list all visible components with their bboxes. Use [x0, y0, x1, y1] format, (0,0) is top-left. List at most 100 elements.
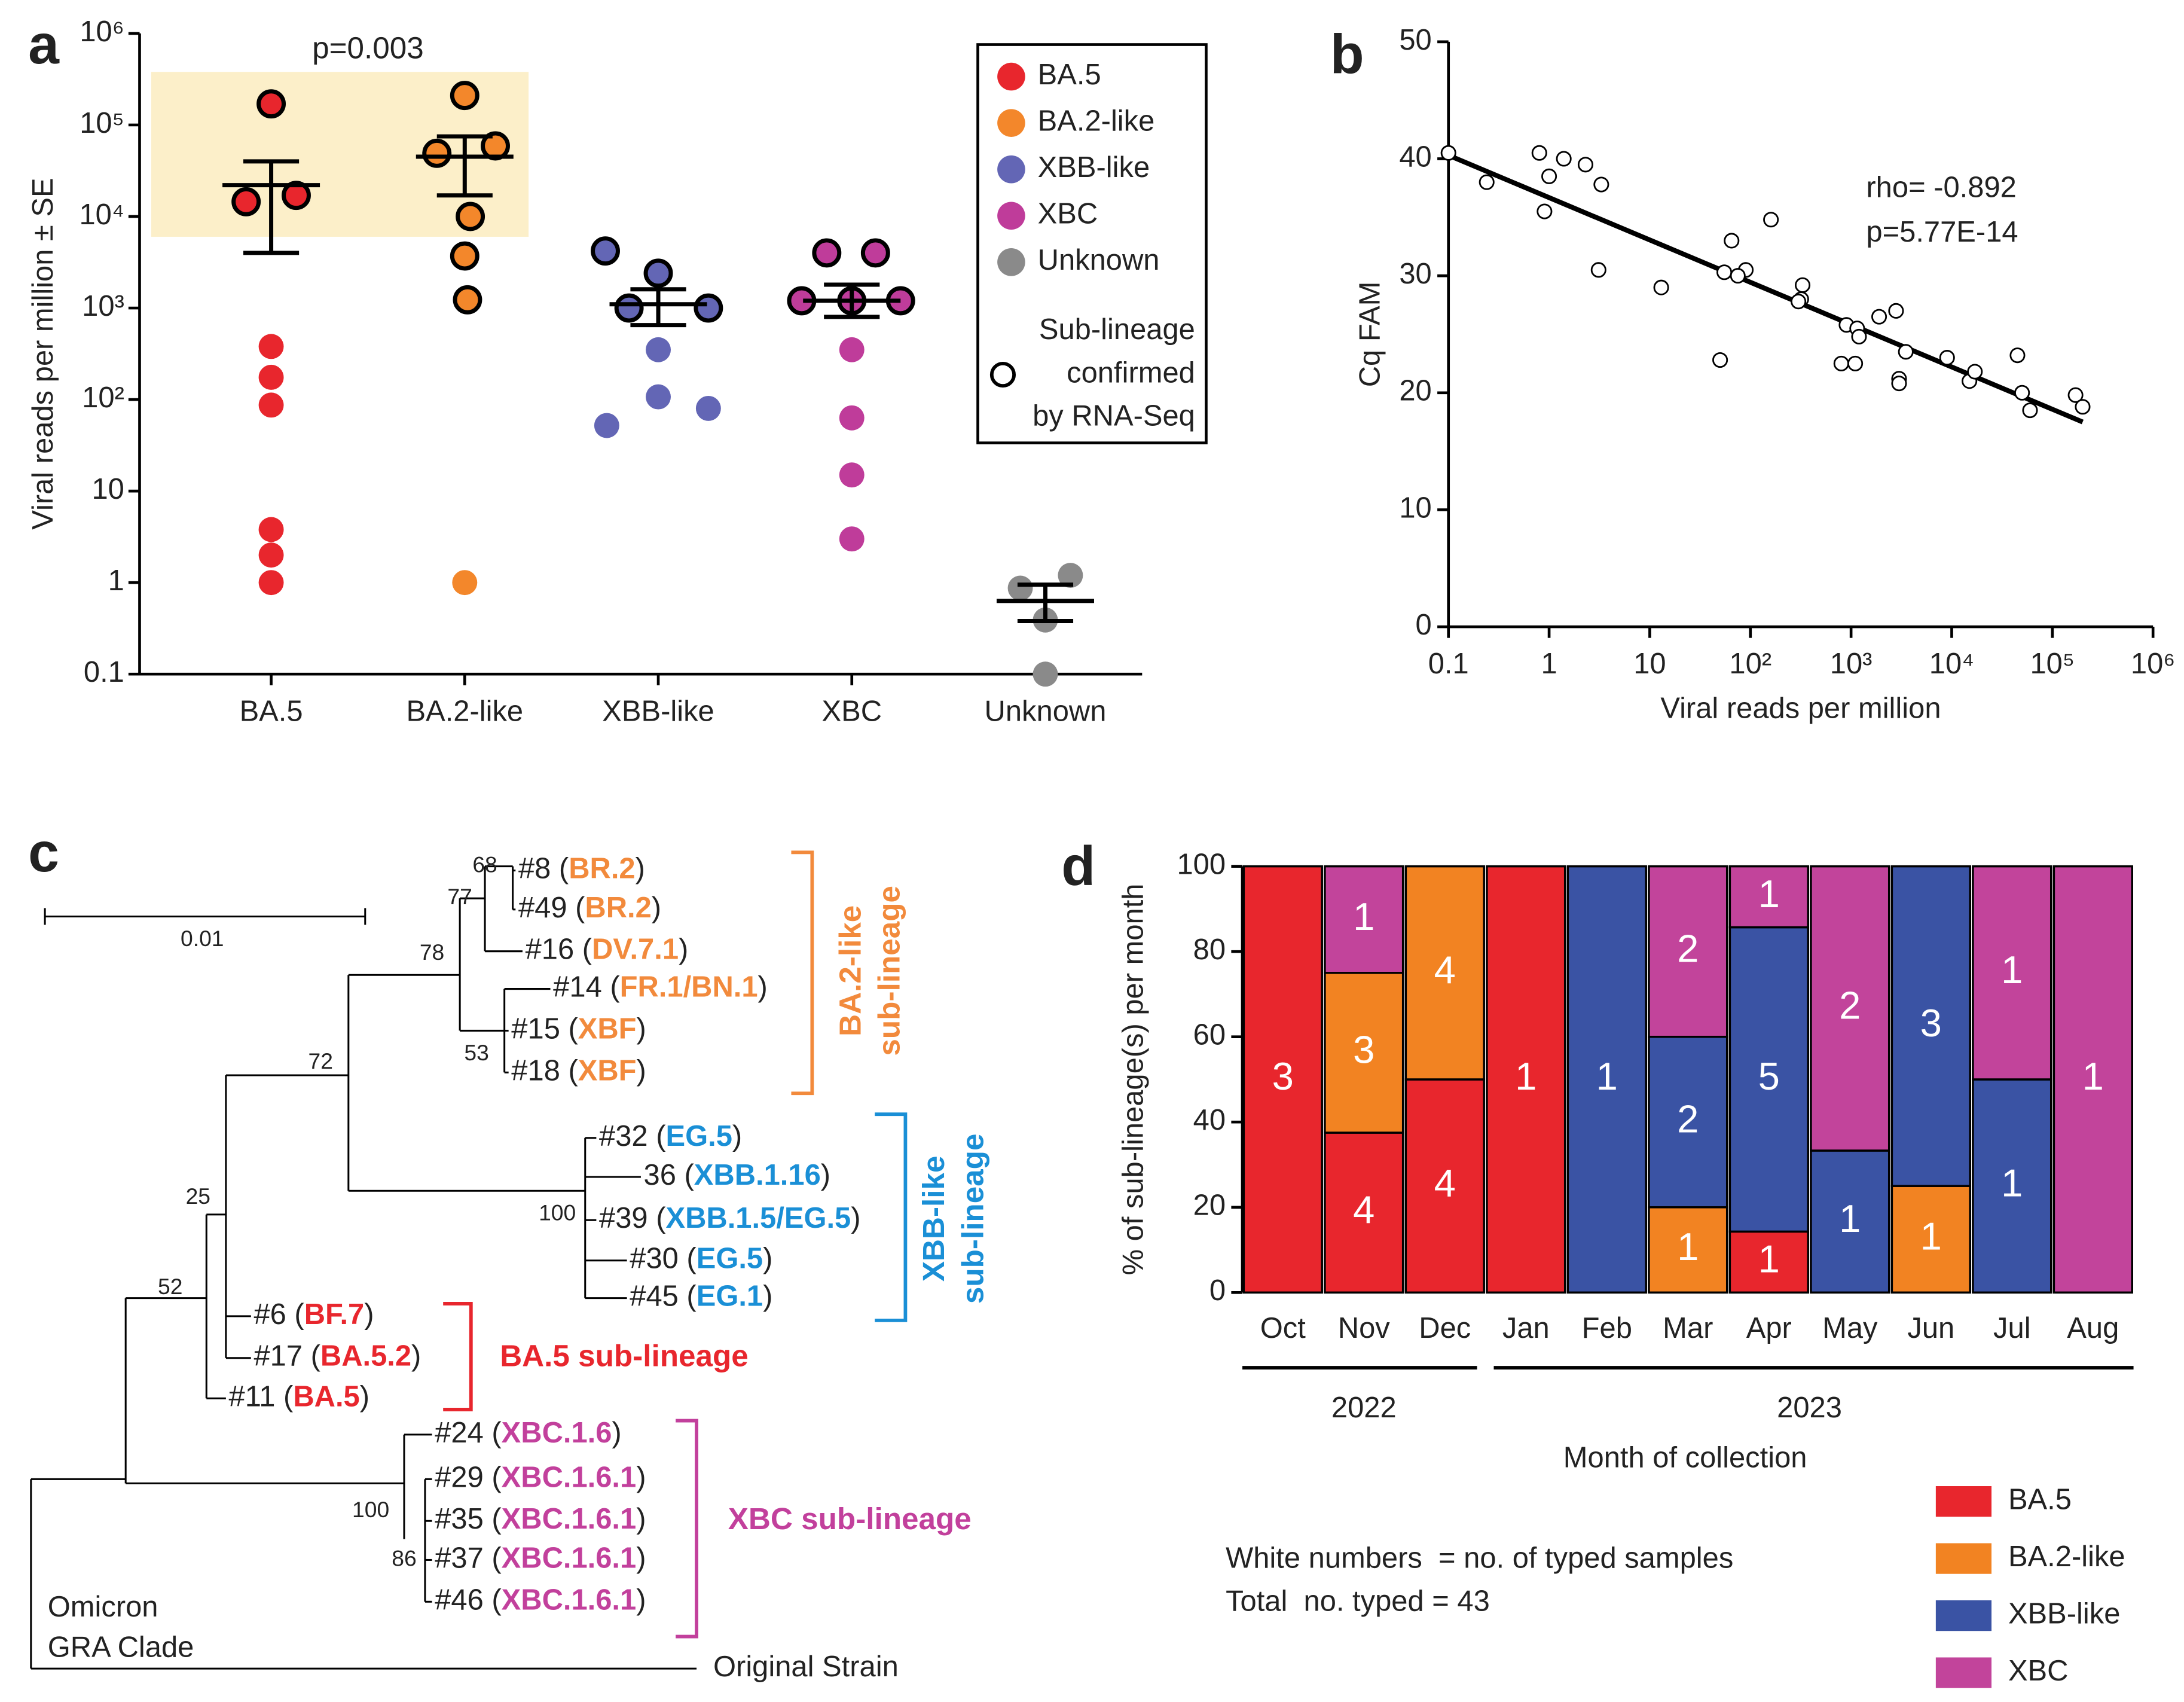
y-tick-label: 10³ [82, 290, 124, 322]
y-tick-label: 10⁴ [79, 199, 124, 231]
count-label: 4 [1434, 948, 1456, 992]
annotation: p=0.003 [312, 30, 424, 65]
clade-label: sub-lineage [955, 1134, 989, 1304]
legend-note: Sub-lineage [1039, 313, 1195, 346]
leaf-part: ) [763, 1243, 772, 1275]
legend-swatch [997, 248, 1025, 276]
legend-open-marker [989, 361, 1016, 388]
leaf-part: BF.7 [304, 1298, 365, 1331]
bar-segment [1648, 1206, 1728, 1294]
leaf-part: ) [821, 1159, 830, 1191]
point [422, 138, 452, 168]
leaf-part: #8 ( [518, 853, 569, 885]
leaf-part: #24 ( [435, 1417, 501, 1449]
leaf-part: ) [411, 1340, 421, 1372]
leaf-part: ) [637, 1012, 646, 1045]
leaf-part: BA.5.2 [320, 1340, 411, 1372]
point [2067, 387, 2084, 403]
bar-segment [1890, 865, 1971, 1187]
leaf-part: #49 ( [518, 892, 585, 924]
count-label: 1 [1758, 1237, 1780, 1281]
leaf-part: #6 ( [253, 1298, 304, 1331]
legend-swatch [1935, 1657, 1992, 1688]
point [453, 285, 482, 315]
point [258, 392, 284, 418]
point [1724, 233, 1740, 249]
point [1888, 303, 1904, 319]
leaf-label: #35 (XBC.1.6.1) [435, 1503, 646, 1535]
point [1537, 203, 1553, 219]
point [1531, 145, 1547, 161]
leaf-label: #37 (XBC.1.6.1) [435, 1542, 646, 1574]
y-tick-label: 50 [1399, 24, 1431, 56]
count-label: 1 [1920, 1214, 1942, 1258]
bar-segment [1324, 972, 1404, 1134]
leaf-part: EG.5 [665, 1120, 732, 1152]
point [1891, 376, 1907, 392]
leaf-label: #39 (XBB.1.5/EG.5) [599, 1202, 861, 1234]
x-axis-label: Viral reads per million [1660, 693, 1941, 725]
point [1058, 563, 1083, 588]
x-tick-label: BA.2-like [406, 695, 523, 727]
y-tick-label: 0 [1209, 1274, 1226, 1307]
x-axis-label: Month of collection [1563, 1442, 1807, 1474]
bootstrap: 53 [464, 1040, 488, 1065]
bar-segment [1810, 865, 1890, 1152]
count-label: 2 [1839, 984, 1861, 1027]
point [839, 526, 865, 552]
legend-label: XBC [2008, 1655, 2069, 1687]
x-tick-label: May [1822, 1312, 1878, 1344]
x-tick-label: 1 [1541, 648, 1557, 680]
leaf-label: #17 (BA.5.2) [253, 1340, 421, 1372]
bar-segment [2052, 865, 2133, 1294]
root-label: GRA Clade [48, 1631, 194, 1663]
point [2075, 399, 2091, 415]
leaf-part: ) [636, 853, 645, 885]
count-label: 1 [2082, 1054, 2104, 1098]
point [860, 238, 890, 268]
leaf-part: XBF [578, 1054, 637, 1087]
y-tick-label: 10⁵ [80, 107, 124, 139]
x-tick-label: 10⁵ [2030, 648, 2075, 680]
bar-segment [1324, 865, 1404, 974]
x-tick-label: Unknown [985, 695, 1107, 727]
point [1847, 355, 1864, 371]
x-tick-label: 10⁴ [1929, 648, 1974, 680]
point [594, 413, 619, 438]
bar-segment [1404, 865, 1485, 1081]
leaf-part: #15 ( [511, 1012, 578, 1045]
leaf-label: #49 (BR.2) [518, 892, 661, 924]
group-label: 2023 [1777, 1392, 1842, 1424]
leaf-part: #32 ( [599, 1120, 665, 1152]
leaf-part: #37 ( [435, 1542, 501, 1574]
leaf-part: XBC.1.6.1 [502, 1503, 637, 1535]
point [1967, 364, 1983, 380]
panel-label: b [1330, 23, 1364, 85]
annotation: p=5.77E-14 [1866, 216, 2018, 248]
count-label: 3 [1920, 1001, 1942, 1045]
point [646, 384, 671, 410]
point [256, 89, 286, 119]
leaf-part: ) [851, 1202, 860, 1234]
count-label: 3 [1353, 1028, 1374, 1072]
x-tick-label: Oct [1260, 1312, 1306, 1344]
y-axis-label: Viral reads per million ± SE [27, 178, 59, 529]
bar-segment [1242, 865, 1323, 1294]
point [643, 258, 673, 288]
leaf-part: XBC.1.6 [502, 1417, 612, 1449]
point [614, 293, 644, 323]
point [1851, 328, 1867, 344]
point [1593, 176, 1609, 193]
leaf-part: #39 ( [599, 1202, 665, 1234]
leaf-part: ) [637, 1054, 646, 1087]
legend-swatch [997, 62, 1025, 91]
leaf-part: #29 ( [435, 1461, 501, 1493]
leaf-part: DV.7.1 [592, 934, 679, 966]
point [1479, 174, 1495, 190]
point [1871, 309, 1887, 325]
point [2022, 402, 2038, 419]
clade-bracket [676, 1419, 698, 1639]
point [456, 202, 485, 231]
